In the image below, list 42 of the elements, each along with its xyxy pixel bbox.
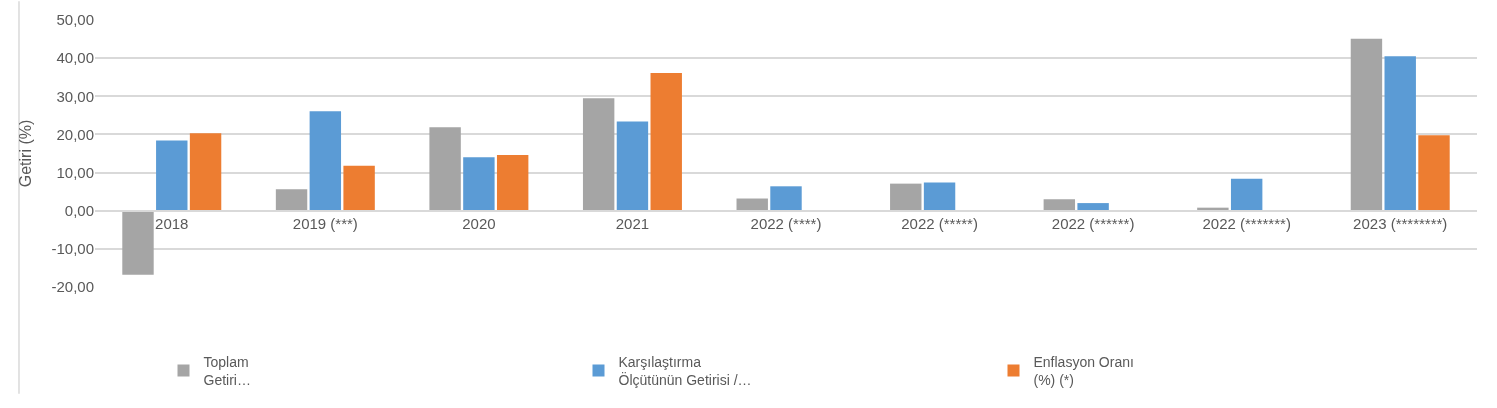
x-tick-label: 2022 (*****) — [901, 215, 978, 233]
y-tick-label: 30,00 — [56, 87, 94, 105]
x-tick-label: 2022 (****) — [750, 215, 822, 233]
bar — [1230, 178, 1263, 211]
bar — [923, 182, 956, 211]
y-tick-label: -20,00 — [51, 278, 94, 296]
y-tick-label: 10,00 — [56, 163, 94, 181]
bar — [275, 189, 308, 211]
bar — [890, 183, 922, 211]
bar — [650, 73, 682, 211]
bar — [343, 165, 375, 211]
bar — [496, 155, 529, 211]
y-tick-label: 50,00 — [56, 11, 94, 29]
y-tick-label: 20,00 — [56, 125, 94, 143]
y-tick-label: -10,00 — [51, 240, 94, 258]
bar — [309, 111, 342, 211]
bar — [770, 186, 802, 211]
bar — [1384, 56, 1416, 211]
legend-label: Enflasyon Oranı (%) (*) — [1033, 353, 1134, 388]
legend-label: Karşılaştırma Ölçütünün Getirisi /… — [618, 353, 752, 388]
bar — [1043, 199, 1076, 211]
x-tick-label: 2021 — [615, 215, 650, 233]
y-tick-label: 40,00 — [56, 49, 94, 67]
y-tick-label: 0,00 — [64, 201, 94, 219]
x-tick-label: 2023 (********) — [1353, 215, 1448, 233]
y-axis-title: Getiri (%) — [17, 119, 35, 188]
bar — [1418, 135, 1450, 211]
bar — [1077, 203, 1109, 211]
bar — [616, 121, 649, 211]
bar — [429, 127, 461, 211]
bar — [1350, 38, 1383, 211]
bar — [122, 210, 154, 275]
x-tick-label: 2018 — [155, 215, 189, 233]
bar — [582, 98, 615, 211]
legend-label: Toplam Getiri… — [203, 353, 251, 388]
bar — [463, 157, 495, 211]
x-tick-label: 2020 — [462, 215, 496, 233]
bar — [156, 140, 188, 211]
x-tick-label: 2022 (******) — [1051, 215, 1135, 233]
x-tick-label: 2019 (***) — [292, 215, 358, 233]
x-tick-label: 2022 (*******) — [1202, 215, 1291, 233]
bar — [189, 133, 222, 211]
